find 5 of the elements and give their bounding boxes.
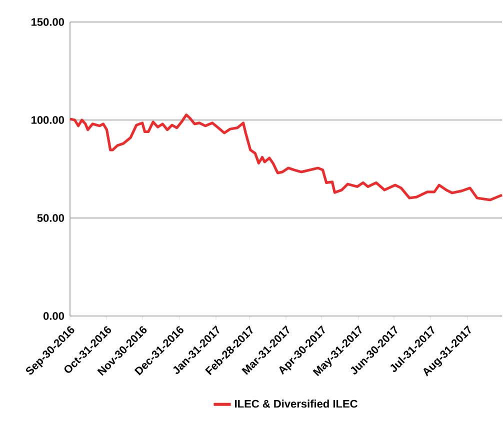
y-tick-label: 0.00: [44, 312, 64, 320]
y-tick-label: 150.00: [32, 18, 64, 26]
legend-label: ILEC & Diversified ILEC: [235, 400, 358, 408]
y-tick-label: 100.00: [32, 116, 64, 124]
y-tick-label: 50.00: [37, 214, 64, 222]
